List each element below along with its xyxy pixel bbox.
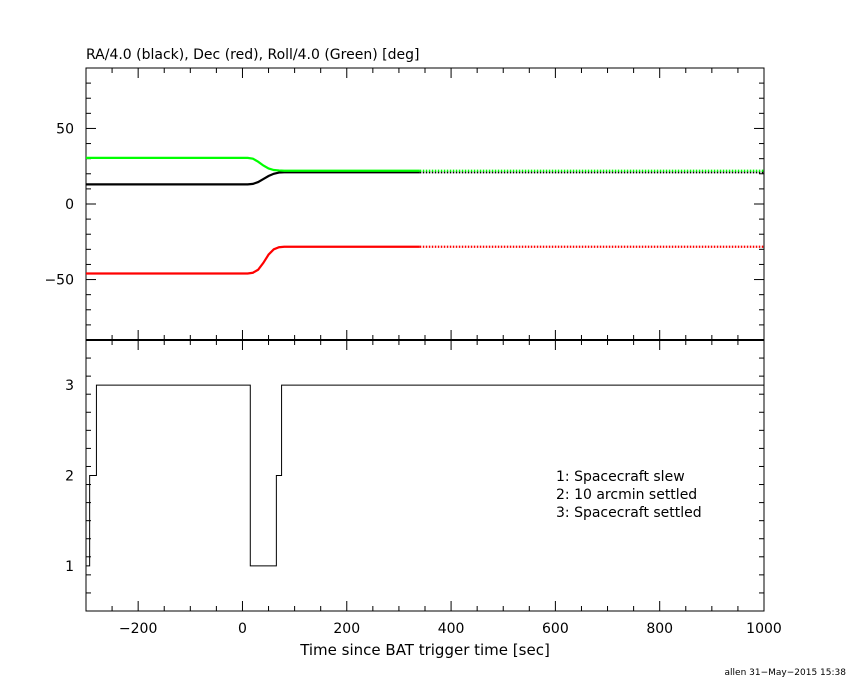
- x-tick-label: 800: [646, 621, 673, 637]
- x-tick-label: 0: [238, 621, 247, 637]
- x-axis-label: Time since BAT trigger time [sec]: [299, 641, 550, 659]
- series-line-1: [86, 245, 420, 275]
- top-panel-frame: [85, 67, 765, 341]
- x-tick-label: 600: [542, 621, 569, 637]
- y-tick-label: 2: [65, 469, 74, 485]
- x-tick-label: 200: [333, 621, 360, 637]
- y-tick-label: −50: [44, 273, 74, 289]
- y-tick-label: 1: [65, 559, 74, 575]
- x-tick-label: 400: [438, 621, 465, 637]
- series-line-2: [86, 156, 420, 172]
- legend-item-2: 2: 10 arcmin settled: [556, 487, 697, 503]
- top-panel-ticks: 50 0 −50: [44, 68, 765, 340]
- bottom-panel-ticks: −200 0 200 400 600 800 1000 3 2 1: [65, 340, 782, 637]
- legend-item-1: 1: Spacecraft slew: [556, 469, 685, 485]
- top-panel-series: [86, 156, 764, 275]
- y-tick-label: 3: [65, 378, 74, 394]
- x-tick-label: −200: [119, 621, 157, 637]
- x-tick-label: 1000: [746, 621, 782, 637]
- bottom-panel-series: [86, 384, 764, 567]
- series-line-0: [86, 171, 420, 186]
- y-tick-label: 0: [65, 197, 74, 213]
- legend-item-3: 3: Spacecraft settled: [556, 505, 702, 521]
- chart-title: RA/4.0 (black), Dec (red), Roll/4.0 (Gre…: [86, 47, 419, 63]
- step-series-line: [86, 384, 764, 567]
- y-tick-label: 50: [56, 121, 74, 137]
- footer-stamp: allen 31−May−2015 15:38: [725, 668, 847, 678]
